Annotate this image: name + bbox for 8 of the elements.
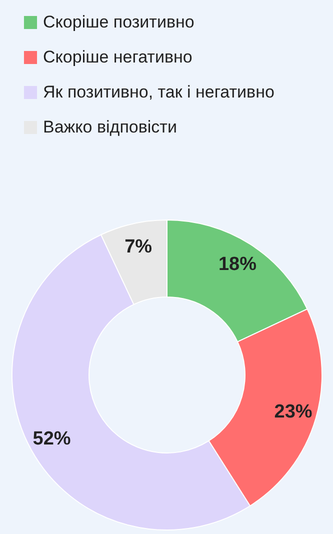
legend-label: Важко відповісти <box>43 118 177 136</box>
legend-label: Скоріше позитивно <box>43 12 194 32</box>
data-label: 23% <box>274 402 312 423</box>
data-label: 7% <box>124 236 152 258</box>
data-label: 52% <box>32 428 71 450</box>
legend-label: Скоріше негативно <box>43 48 192 66</box>
data-label: 18% <box>218 254 257 275</box>
legend-label: Як позитивно, так і негативно <box>43 82 274 102</box>
